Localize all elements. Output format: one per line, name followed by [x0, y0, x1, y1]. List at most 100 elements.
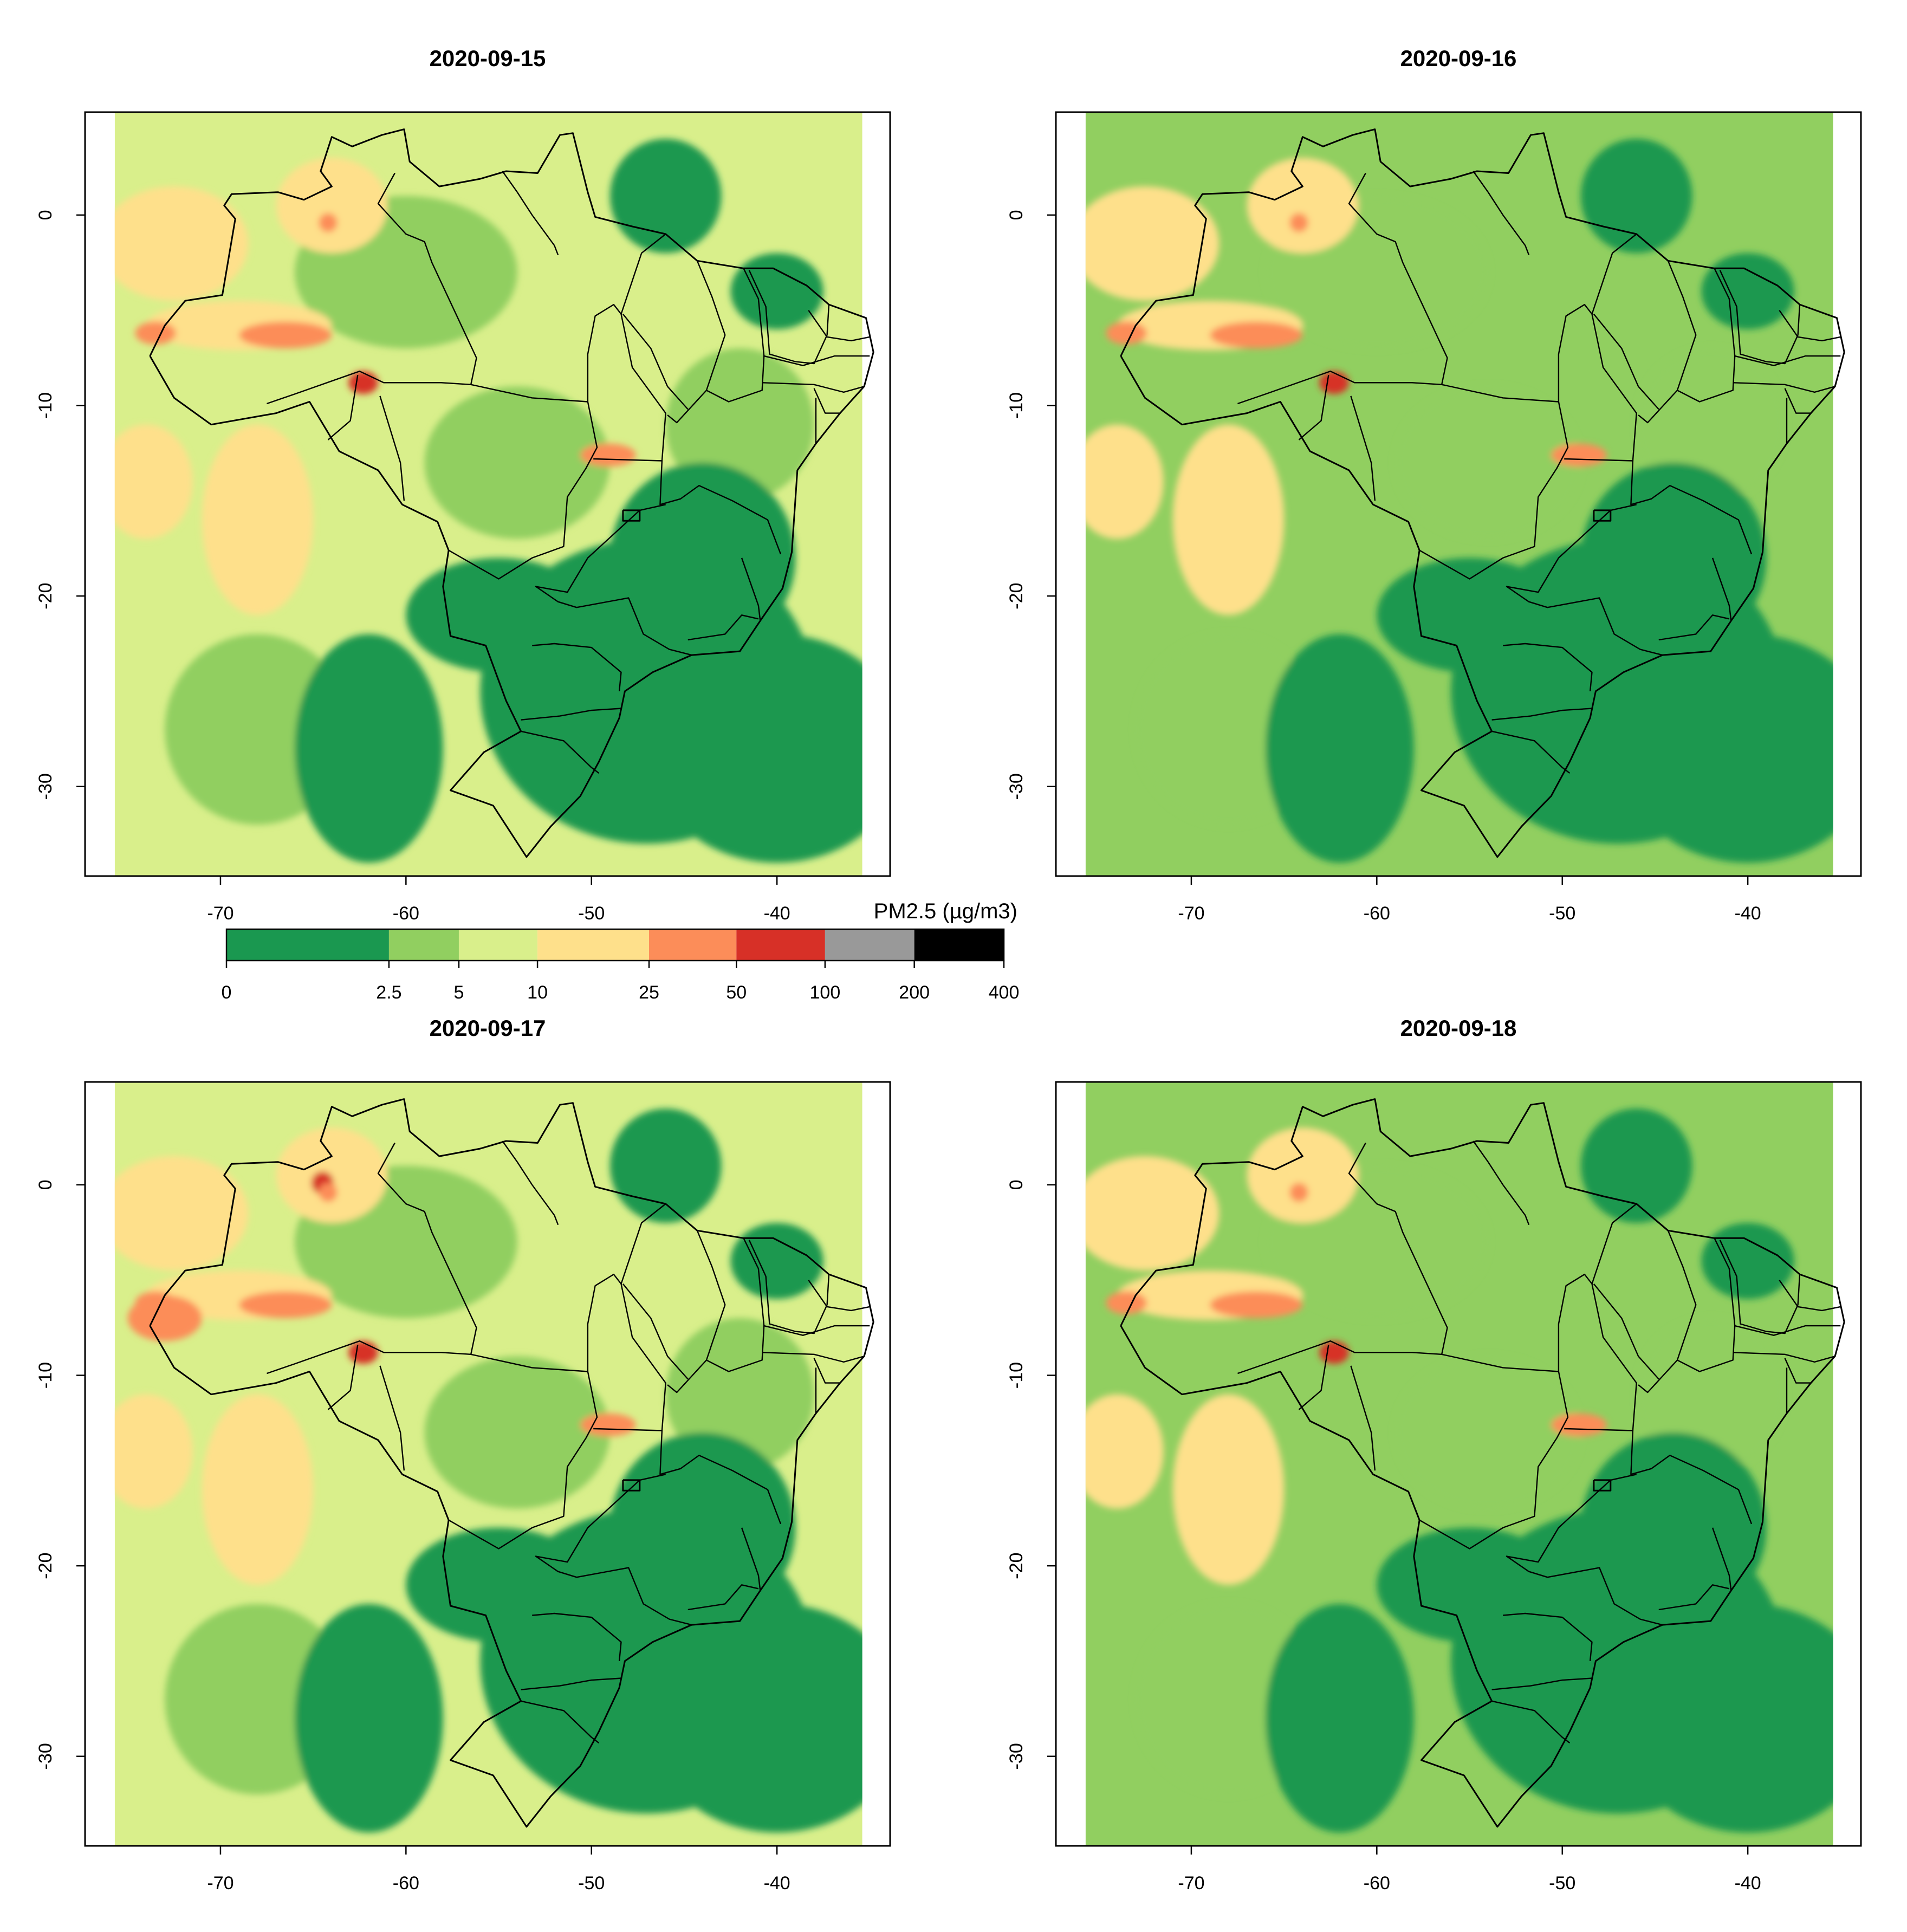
- state-boundary: [1503, 643, 1593, 692]
- state-boundary: [762, 382, 865, 393]
- legend-break-label: 0: [222, 982, 232, 1003]
- state-boundary: [377, 1142, 477, 1355]
- pm25-cell-cluster: [276, 1127, 388, 1223]
- state-boundary: [521, 1677, 621, 1690]
- pm25-cell-cluster: [294, 1604, 443, 1833]
- state-boundary: [1630, 461, 1753, 555]
- state-boundary: [1591, 234, 1637, 315]
- x-tick-label: -70: [1178, 903, 1204, 924]
- x-tick-label: -50: [578, 903, 605, 924]
- state-boundary: [1779, 310, 1841, 342]
- pm25-cell-cluster: [1377, 1527, 1562, 1642]
- pm25-cell-cluster: [348, 1341, 378, 1364]
- state-boundary: [1630, 1430, 1753, 1525]
- state-boundary: [813, 1358, 840, 1384]
- state-boundary: [1784, 1358, 1811, 1384]
- state-boundary: [1491, 708, 1592, 721]
- state-boundary: [1298, 375, 1329, 440]
- state-boundary: [521, 1700, 600, 1744]
- pm25-cell-cluster: [319, 213, 338, 232]
- state-boundary: [1711, 1527, 1732, 1591]
- state-boundary: [1348, 172, 1448, 385]
- state-boundary: [1491, 1677, 1592, 1690]
- state-boundary: [659, 461, 782, 555]
- y-tick-label: -30: [35, 773, 56, 800]
- pm25-cell-cluster: [114, 186, 249, 301]
- state-boundary: [502, 171, 559, 256]
- state-boundary: [808, 310, 870, 342]
- pm25-cell-cluster: [1636, 1318, 1785, 1471]
- pm25-cell-cluster: [1210, 321, 1303, 349]
- pm25-cell-cluster: [665, 1318, 814, 1471]
- pm25-cell-cluster: [202, 424, 314, 615]
- state-boundary: [377, 172, 477, 385]
- pm25-cell-cluster: [239, 1291, 332, 1319]
- state-boundary: [1506, 504, 1663, 656]
- state-boundary: [1719, 1240, 1801, 1334]
- pm25-cell-cluster: [114, 1156, 249, 1271]
- x-tick-label: -40: [764, 1873, 790, 1894]
- x-tick-label: -50: [1549, 1873, 1575, 1894]
- pm25-cell-cluster: [294, 634, 443, 863]
- x-tick-label: -70: [207, 1873, 233, 1894]
- pm25-cell-cluster: [424, 1356, 610, 1509]
- state-boundary: [327, 375, 359, 440]
- state-boundary: [1733, 382, 1835, 393]
- state-boundary: [1638, 260, 1697, 424]
- state-boundary: [1350, 396, 1376, 501]
- legend-break-label: 2.5: [376, 982, 401, 1003]
- pm25-cell-cluster: [1580, 1108, 1692, 1223]
- x-tick-label: -40: [764, 903, 790, 924]
- legend-swatch: [825, 929, 914, 961]
- state-boundary: [379, 396, 405, 501]
- pm25-cell-cluster: [1085, 186, 1220, 301]
- pm25-cell-cluster: [135, 1291, 176, 1314]
- state-boundary: [1591, 1203, 1637, 1285]
- pm25-cell-cluster: [609, 462, 796, 653]
- color-legend: 0 2.5 5 10 25 50 100 200 400 PM2.5 (µg/m3): [222, 899, 1020, 1003]
- pm25-cell-cluster: [1319, 1341, 1349, 1364]
- state-boundary: [327, 1345, 359, 1410]
- x-tick-label: -60: [1364, 1873, 1390, 1894]
- legend-swatch: [226, 929, 389, 961]
- state-boundary: [1503, 1612, 1593, 1662]
- panel-title: 2020-09-17: [430, 1015, 546, 1041]
- pm25-cell-cluster: [406, 1527, 592, 1642]
- legend-swatch: [458, 929, 538, 961]
- pm25-cell-cluster: [609, 1432, 796, 1623]
- y-tick-label: -30: [1006, 773, 1027, 800]
- state-boundary: [532, 643, 622, 692]
- state-boundary: [687, 1584, 759, 1611]
- state-boundary: [622, 1283, 689, 1380]
- state-boundary: [1237, 1340, 1559, 1375]
- pm25-cell-cluster: [1580, 462, 1767, 653]
- state-boundary: [1237, 371, 1559, 405]
- state-boundary: [502, 1140, 559, 1226]
- state-boundary: [706, 268, 765, 403]
- x-tick-label: -50: [1549, 903, 1575, 924]
- pm25-cell-cluster: [730, 253, 823, 329]
- state-boundary: [687, 614, 759, 641]
- state-boundary: [762, 1352, 865, 1363]
- state-boundary: [1298, 1345, 1329, 1410]
- legend-break-label: 10: [527, 982, 548, 1003]
- state-boundary: [1711, 557, 1732, 621]
- pm25-cell-cluster: [1289, 1183, 1308, 1202]
- state-boundary: [1491, 1700, 1571, 1744]
- x-tick-label: -50: [578, 1873, 605, 1894]
- y-tick-label: -20: [35, 1553, 56, 1579]
- legend-swatch: [388, 929, 459, 961]
- state-boundary: [622, 313, 689, 410]
- state-boundary: [521, 708, 621, 721]
- pm25-cell-cluster: [1395, 1356, 1581, 1509]
- state-boundary: [667, 1230, 726, 1393]
- state-boundary: [620, 1203, 666, 1285]
- panel-title: 2020-09-15: [430, 46, 546, 71]
- state-boundary: [1348, 1142, 1448, 1355]
- panel-title: 2020-09-18: [1400, 1015, 1517, 1041]
- legend-break-label: 400: [989, 982, 1020, 1003]
- legend-swatch: [914, 929, 1004, 961]
- state-boundary: [1779, 1280, 1841, 1312]
- federal-district-outline: [622, 1479, 641, 1492]
- state-boundary: [448, 1371, 598, 1550]
